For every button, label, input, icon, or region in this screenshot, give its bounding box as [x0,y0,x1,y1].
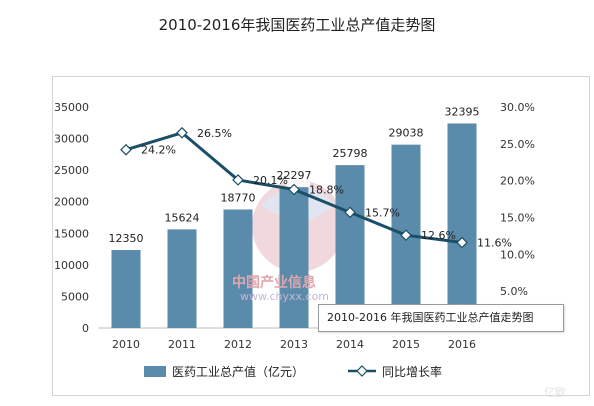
x-tick-label: 2011 [168,338,196,351]
x-tick-label: 2014 [336,338,364,351]
y-right-tick-label: 20.0% [500,175,535,188]
x-tick-label: 2010 [112,338,140,351]
y-left-tick-label: 20000 [54,196,89,209]
bar-value-label: 25798 [333,147,368,160]
bar-value-label: 29038 [389,127,424,140]
line-value-label: 11.6% [477,237,512,250]
bar [335,165,365,328]
watermark-url: www.chyxx.com [240,290,330,303]
y-left-tick-label: 15000 [54,227,89,240]
legend-line-marker [356,365,368,377]
bar-value-label: 22297 [277,169,312,182]
line-marker [120,143,132,156]
corner-watermark: 亿欧 [544,386,566,399]
y-left-tick-label: 30000 [54,133,89,146]
y-left-tick-label: 0 [82,322,89,335]
y-left-tick-label: 25000 [54,164,89,177]
bar [223,209,253,328]
line-marker [288,183,300,196]
line-value-label: 15.7% [365,206,400,219]
bar [447,123,477,328]
bar-value-label: 15624 [165,211,200,224]
y-right-tick-label: 15.0% [500,212,535,225]
y-right-tick-label: 10.0% [500,248,535,261]
bar [111,250,141,328]
x-tick-label: 2015 [392,338,420,351]
y-left-tick-label: 5000 [61,290,89,303]
y-left-tick-label: 10000 [54,259,89,272]
legend-line-label: 同比增长率 [382,364,442,379]
y-right-tick-label: 30.0% [500,101,535,114]
y-left-tick-label: 35000 [54,101,89,114]
line-value-label: 20.1% [253,174,288,187]
line-marker [232,174,244,186]
line-value-label: 18.8% [309,184,344,197]
watermark-text: 中国产业信息 [232,275,316,291]
line-value-label: 24.2% [141,144,176,157]
chart-tooltip: 2010-2016 年我国医药工业总产值走势图 [318,304,564,332]
y-right-tick-label: 5.0% [500,285,528,298]
line-value-label: 26.5% [197,127,232,140]
bar-value-label: 12350 [109,232,144,245]
line-value-label: 12.6% [421,229,456,242]
line-marker [456,236,468,249]
bar [279,187,309,328]
bar-value-label: 18770 [221,191,256,204]
x-tick-label: 2016 [448,338,476,351]
x-tick-label: 2012 [224,338,252,351]
bar-value-label: 32395 [445,105,480,118]
bar [167,229,197,328]
x-tick-label: 2013 [280,338,308,351]
line-marker [400,229,412,242]
chart-title: 2010-2016年我国医药工业总产值走势图 [158,16,436,34]
line-marker [176,126,188,139]
legend-bar-swatch [144,366,166,377]
y-right-tick-label: 25.0% [500,138,535,151]
line-marker [344,206,356,219]
legend-bar-label: 医药工业总产值（亿元） [172,364,304,379]
